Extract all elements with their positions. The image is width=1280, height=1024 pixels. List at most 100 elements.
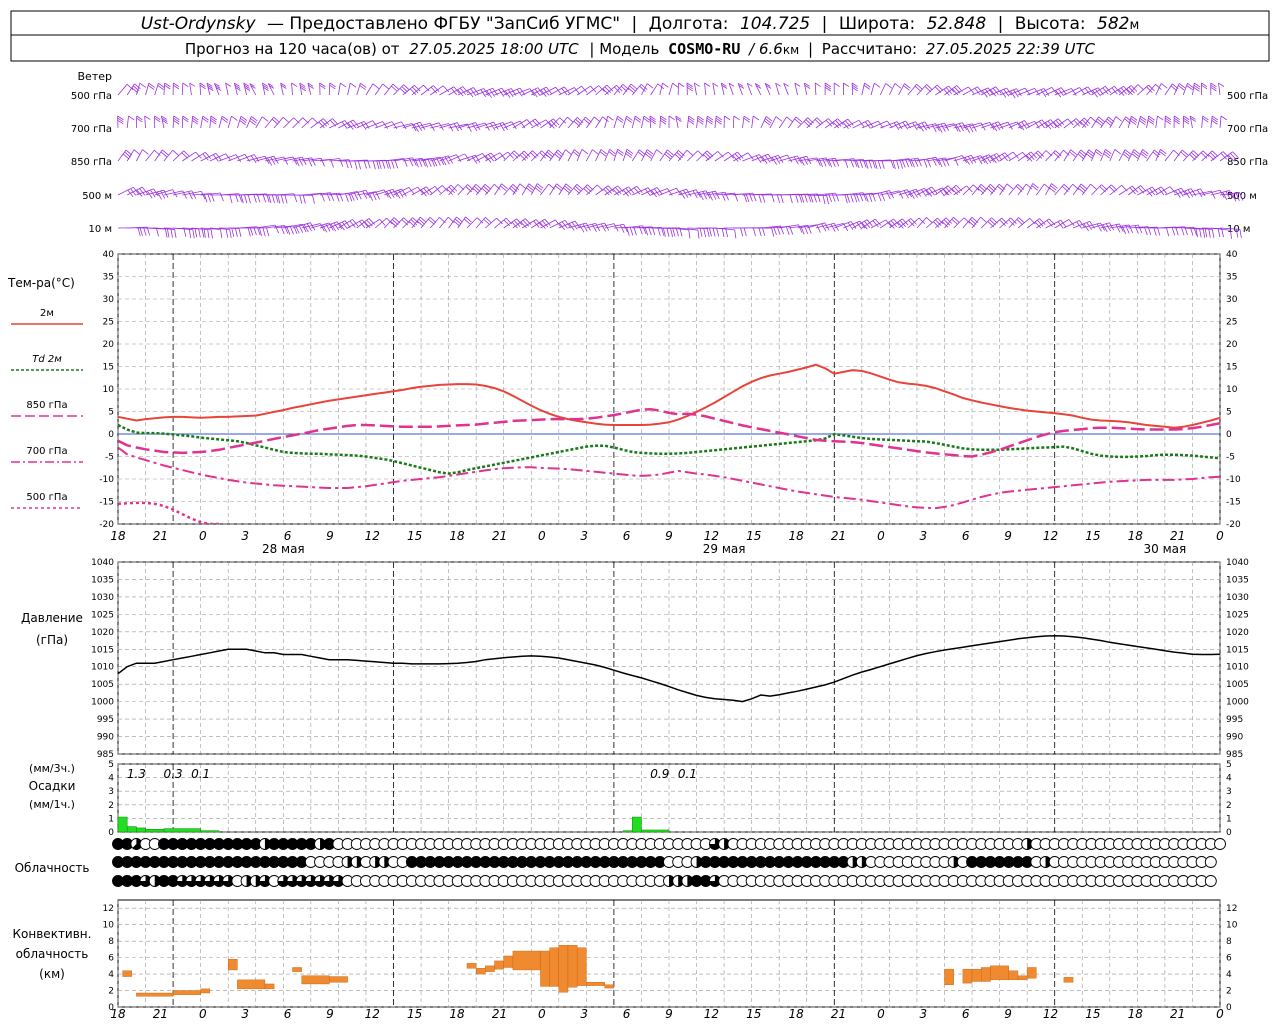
- conv-tick-label: 8: [108, 937, 114, 947]
- cloud-fill: [158, 838, 170, 850]
- wind-barb: [200, 227, 221, 230]
- convective-bar: [503, 955, 514, 968]
- cloud-fill: [204, 838, 216, 850]
- wind-barb-feather: [604, 86, 611, 94]
- wind-barb-feather: [937, 217, 944, 225]
- wind-barb-feather: [762, 227, 766, 237]
- wind-barb-feather: [418, 218, 425, 225]
- temp-tick-label: 5: [1226, 408, 1232, 418]
- wind-barb: [1192, 190, 1212, 196]
- wind-barb: [586, 184, 598, 196]
- wind-barb-feather: [926, 217, 933, 224]
- wind-barb: [990, 217, 1002, 229]
- wind-barb-feather: [1146, 86, 1153, 93]
- convective-bar: [200, 988, 211, 994]
- wind-barb: [191, 115, 193, 129]
- calc-value: 27.05.2025 22:39 UTC: [926, 40, 1096, 58]
- wind-barb-feather: [220, 192, 224, 202]
- precip-panel: (мм/3ч.) Осадки (мм/1ч.) 0 01 12 23 34 45 5 1.…: [29, 760, 1232, 838]
- wind-barb-feather: [264, 156, 270, 164]
- wind-barb: [1136, 149, 1143, 162]
- wind-barb-feather: [1025, 183, 1033, 190]
- wind-barb-feather: [564, 185, 571, 192]
- wind-barb-feather: [980, 122, 986, 131]
- wind-barb-feather: [280, 84, 287, 89]
- convective-bar: [172, 990, 201, 995]
- wind-barb-feather: [905, 158, 910, 168]
- cloud-fill: [727, 856, 739, 868]
- wind-barb-feather: [541, 150, 548, 157]
- wind-barb-feather: [1071, 88, 1077, 96]
- convective-bar: [1008, 970, 1019, 981]
- wind-barb: [485, 184, 495, 196]
- wind-barb-feather: [528, 183, 536, 189]
- wind-barb: [233, 83, 238, 96]
- wind-barb-feather: [724, 115, 731, 121]
- wind-barb: [267, 83, 275, 96]
- wind-barb-feather: [537, 87, 544, 95]
- wind-barb-feather: [1147, 120, 1154, 125]
- wind-barb-feather: [660, 117, 667, 123]
- wind-barb-feather: [563, 187, 570, 194]
- wind-barb: [411, 122, 431, 129]
- wind-barb: [1036, 87, 1052, 96]
- wind-barb-feather: [881, 160, 885, 169]
- wind-barb: [1109, 184, 1122, 196]
- cloud-fill: [507, 856, 519, 868]
- wind-barb: [576, 116, 586, 129]
- wind-barb: [347, 83, 351, 96]
- wind-barb: [1109, 116, 1117, 129]
- t850-line: [118, 408, 1220, 458]
- wind-barb-feather: [362, 190, 368, 199]
- wind-barb-feather: [522, 219, 530, 227]
- wind-barb: [1036, 183, 1045, 196]
- wind-barb-feather: [1050, 185, 1057, 191]
- wind-barb-feather: [386, 217, 393, 225]
- wind-barb-feather: [360, 122, 367, 130]
- wind-barb-feather: [1006, 183, 1014, 190]
- time-tick-label: 18: [449, 529, 465, 543]
- wind-barb: [429, 217, 440, 229]
- wind-barb-feather: [814, 119, 822, 126]
- wind-barb-feather: [1075, 118, 1083, 125]
- wind-barb: [1017, 217, 1030, 229]
- wind-barb-feather: [692, 190, 698, 199]
- wind-barb-feather: [1098, 116, 1105, 123]
- wind-barb-feather: [675, 117, 682, 122]
- wind-barb-feather: [821, 223, 827, 232]
- wind-barb-feather: [142, 186, 148, 195]
- cloud-fill: [222, 875, 234, 887]
- pres-tick-label: 1015: [91, 645, 114, 655]
- wind-barb-feather: [686, 189, 692, 197]
- wind-barb-feather: [386, 191, 392, 199]
- wind-barb-feather: [1084, 88, 1091, 96]
- wind-barb-feather: [262, 84, 269, 89]
- wind-barb-feather: [804, 84, 811, 89]
- time-tick-label: 18: [1128, 1007, 1144, 1021]
- wind-barb-feather: [804, 194, 808, 203]
- wind-barb-feather: [715, 115, 723, 121]
- convective-bar: [466, 963, 477, 969]
- wind-barb-feather: [906, 189, 913, 198]
- precip-tick-label: 3: [1226, 787, 1232, 797]
- wind-barb: [448, 153, 465, 162]
- precip-3h-label: 0.1: [191, 767, 210, 781]
- wind-barb-feather: [1222, 191, 1228, 200]
- wind-barb-feather: [430, 86, 438, 94]
- wind-barb: [631, 84, 642, 96]
- wind-barb-feather: [874, 160, 878, 169]
- cloud-fill: [314, 875, 326, 887]
- wind-barb-feather: [341, 221, 348, 230]
- wind-barb-feather: [846, 194, 851, 203]
- wind-barb-feather: [382, 83, 390, 90]
- precip-bars: 1.3 0.3 0.1 0.9 0.1: [117, 767, 697, 833]
- time-tick-label: 6: [962, 1007, 970, 1021]
- wind-barb-feather: [473, 185, 481, 192]
- wind-barb: [990, 183, 1000, 196]
- cloud-fill: [158, 875, 170, 887]
- cloud-fill: [323, 838, 335, 850]
- wind-barb-feather: [826, 195, 829, 205]
- wind-barb: [907, 83, 917, 96]
- wind-barb-feather: [704, 82, 711, 87]
